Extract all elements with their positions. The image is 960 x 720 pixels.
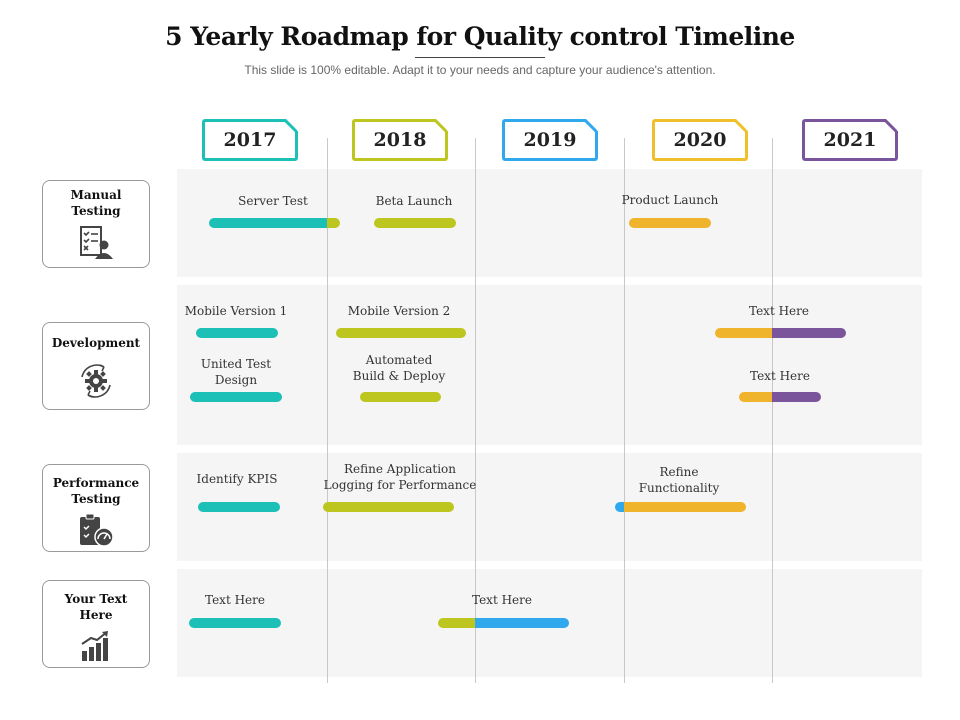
task-bar-identify-kpis xyxy=(198,502,280,512)
year-label: 2018 xyxy=(373,129,427,151)
task-label-text-here: Text Here xyxy=(750,369,810,383)
task-bar-mobile-version-1 xyxy=(196,328,278,338)
clipboard-gauge-icon xyxy=(80,513,114,547)
category-performance-testing: Performance Testing xyxy=(42,464,150,552)
category-label: Development xyxy=(51,336,141,350)
bar-segment xyxy=(772,328,846,338)
task-bar-refine-functionality xyxy=(615,502,746,512)
checklist-person-icon xyxy=(80,226,113,259)
bar-segment xyxy=(772,392,821,402)
row-band-development xyxy=(177,285,922,445)
year-label: 2021 xyxy=(823,129,877,151)
task-label-text-here: Text Here xyxy=(205,593,265,607)
category-development: Development xyxy=(42,322,150,410)
task-label-text-here: Text Here xyxy=(472,593,532,607)
task-bar-text-here xyxy=(715,328,846,338)
bar-segment xyxy=(615,502,624,512)
page-subtitle: This slide is 100% editable. Adapt it to… xyxy=(244,63,716,77)
year-label: 2017 xyxy=(223,129,277,151)
bar-segment xyxy=(209,218,327,228)
year-2021: 2021 xyxy=(802,119,898,161)
category-label: Performance Testing xyxy=(52,476,140,506)
category-your-text-here: Your Text Here xyxy=(42,580,150,668)
task-label-beta-launch: Beta Launch xyxy=(375,194,453,208)
task-bar-automated-build-deploy xyxy=(360,392,441,402)
year-label: 2020 xyxy=(673,129,727,151)
task-bar-server-test xyxy=(209,218,340,228)
bar-segment xyxy=(438,618,475,628)
task-label-server-test: Server Test xyxy=(238,194,308,208)
bar-segment xyxy=(475,618,569,628)
page-title: 5 Yearly Roadmap for Quality control Tim… xyxy=(165,22,795,51)
task-bar-united-test-design xyxy=(190,392,282,402)
task-label-united-test-design: United Test Design xyxy=(200,357,272,387)
category-label: Manual Testing xyxy=(70,188,122,218)
task-bar-text-here xyxy=(739,392,821,402)
year-2019: 2019 xyxy=(502,119,598,161)
title-underline xyxy=(415,57,545,58)
category-manual-testing: Manual Testing xyxy=(42,180,150,268)
task-label-refine-logging: Refine Application Logging for Performan… xyxy=(323,462,477,492)
year-2018: 2018 xyxy=(352,119,448,161)
task-bar-text-here xyxy=(438,618,569,628)
year-2017: 2017 xyxy=(202,119,298,161)
task-label-identify-kpis: Identify KPIS xyxy=(196,472,278,486)
category-label: Your Text Here xyxy=(64,592,128,622)
year-2020: 2020 xyxy=(652,119,748,161)
year-divider-2018 xyxy=(327,138,328,683)
bar-segment xyxy=(624,502,746,512)
task-label-automated-build-deploy: Automated Build & Deploy xyxy=(352,353,446,383)
task-bar-text-here xyxy=(189,618,281,628)
year-divider-2020 xyxy=(624,138,625,683)
year-label: 2019 xyxy=(523,129,577,151)
task-bar-beta-launch xyxy=(374,218,456,228)
task-label-text-here: Text Here xyxy=(749,304,809,318)
gear-cycle-icon xyxy=(81,364,111,398)
task-label-refine-functionality: Refine Functionality xyxy=(638,465,720,495)
row-band-performance-testing xyxy=(177,453,922,561)
task-label-product-launch: Product Launch xyxy=(621,193,719,207)
year-divider-2019 xyxy=(475,138,476,683)
task-label-mobile-version-2: Mobile Version 2 xyxy=(347,304,451,318)
task-bar-product-launch xyxy=(629,218,711,228)
bar-segment xyxy=(327,218,340,228)
year-divider-2021 xyxy=(772,138,773,683)
bar-segment xyxy=(715,328,772,338)
bar-segment xyxy=(739,392,772,402)
task-bar-refine-logging xyxy=(323,502,454,512)
task-bar-mobile-version-2 xyxy=(336,328,466,338)
growth-chart-icon xyxy=(81,631,108,661)
task-label-mobile-version-1: Mobile Version 1 xyxy=(184,304,288,318)
